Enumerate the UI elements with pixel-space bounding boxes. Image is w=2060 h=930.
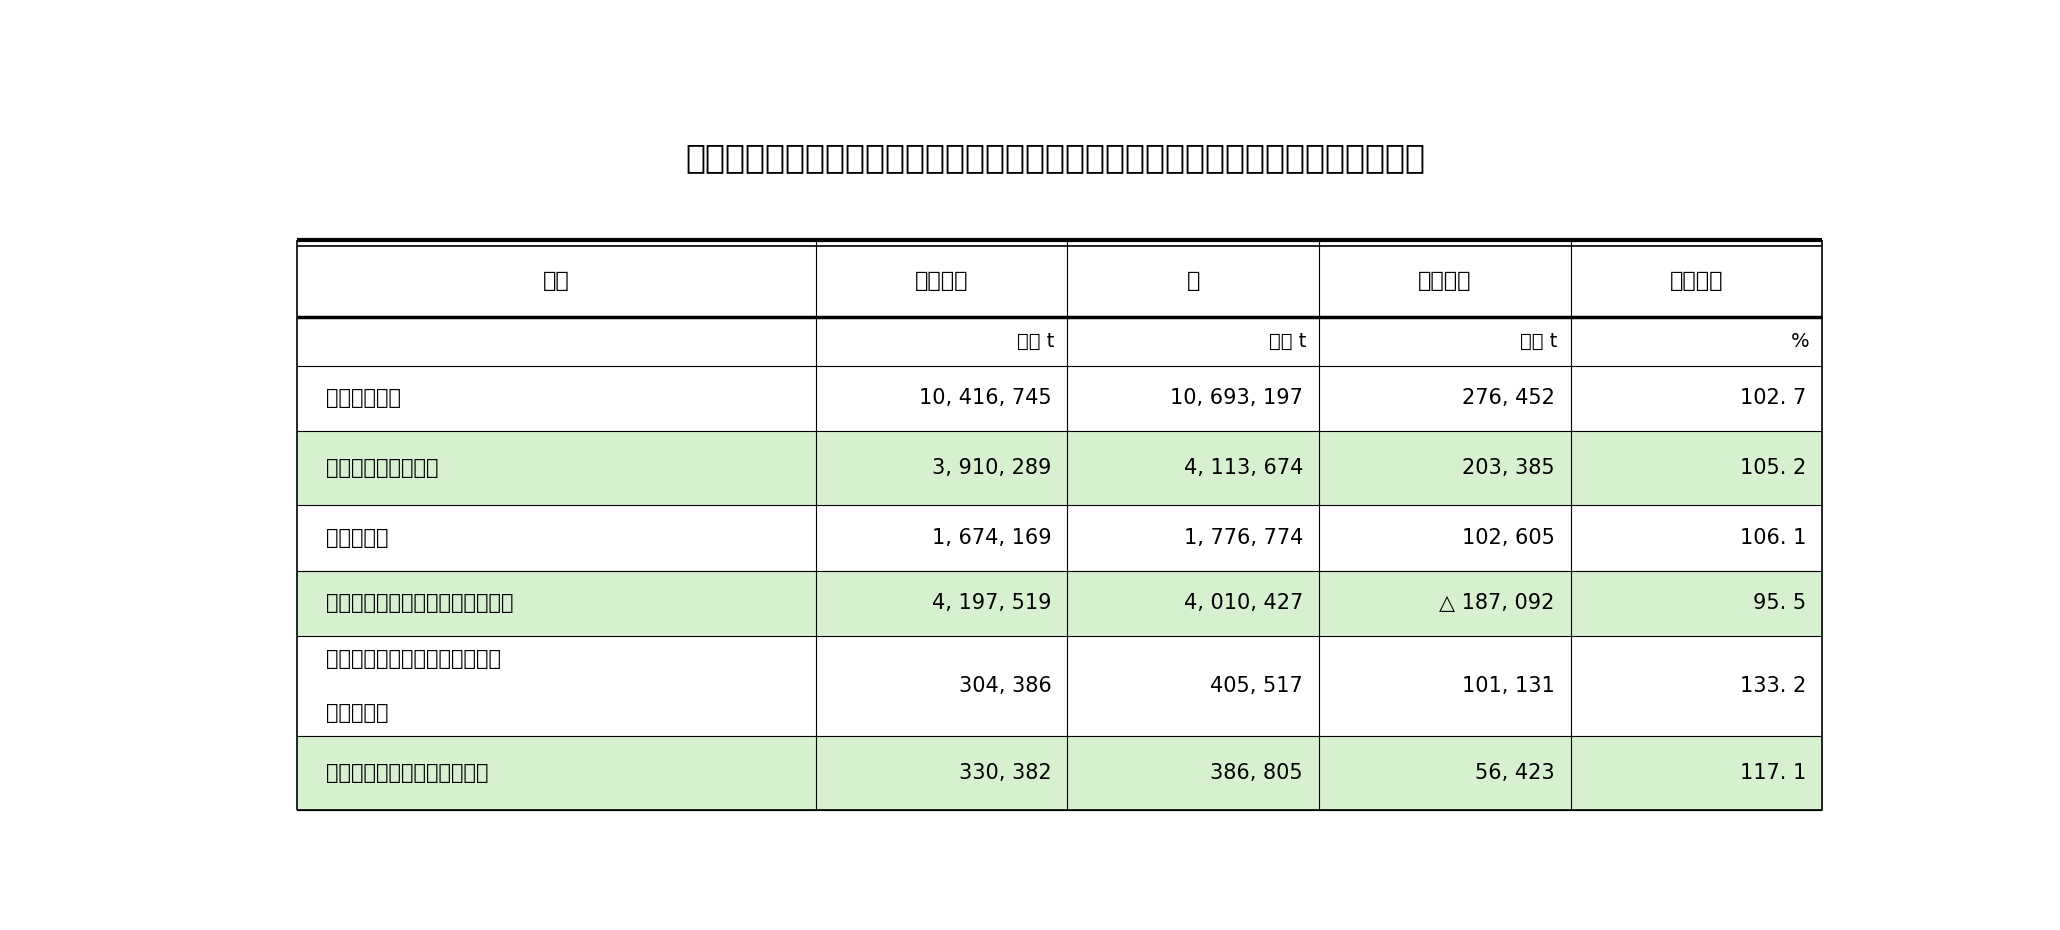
- Text: ３: ３: [1187, 272, 1199, 291]
- Polygon shape: [297, 432, 1821, 505]
- Text: 4, 010, 427: 4, 010, 427: [1184, 593, 1304, 614]
- Text: 4, 113, 674: 4, 113, 674: [1184, 458, 1304, 478]
- Text: 1, 674, 169: 1, 674, 169: [931, 528, 1051, 548]
- Text: 10, 693, 197: 10, 693, 197: [1170, 389, 1304, 408]
- Text: 276, 452: 276, 452: [1463, 389, 1555, 408]
- Text: 102, 605: 102, 605: [1463, 528, 1555, 548]
- Polygon shape: [297, 505, 1821, 571]
- Polygon shape: [297, 246, 1821, 317]
- Text: 令和２年: 令和２年: [915, 272, 968, 291]
- Text: %: %: [1790, 332, 1809, 351]
- Text: 386, 805: 386, 805: [1211, 763, 1304, 783]
- Text: 国内で製造: 国内で製造: [325, 703, 389, 723]
- Text: 対前年比: 対前年比: [1669, 272, 1722, 291]
- Text: 輸入チップ・輸入丸太を用いて: 輸入チップ・輸入丸太を用いて: [325, 649, 501, 669]
- Polygon shape: [297, 317, 1821, 365]
- Polygon shape: [297, 365, 1821, 432]
- Text: 1, 776, 774: 1, 776, 774: [1184, 528, 1304, 548]
- Polygon shape: [297, 571, 1821, 636]
- Text: 203, 385: 203, 385: [1463, 458, 1555, 478]
- Text: 330, 382: 330, 382: [958, 763, 1051, 783]
- Text: 木材チップ計: 木材チップ計: [325, 389, 402, 408]
- Text: 101, 131: 101, 131: [1463, 676, 1555, 696]
- Text: △ 187, 092: △ 187, 092: [1440, 593, 1555, 614]
- Text: 表　木質バイオマスエネルギーとして利用した木材チップの由来別利用量（全国）: 表 木質バイオマスエネルギーとして利用した木材チップの由来別利用量（全国）: [686, 141, 1426, 175]
- Text: 製材等残材: 製材等残材: [325, 528, 389, 548]
- Text: 304, 386: 304, 386: [958, 676, 1051, 696]
- Text: 絶乾 t: 絶乾 t: [1018, 332, 1055, 351]
- Text: 上記以外の木材（剪定枝等）: 上記以外の木材（剪定枝等）: [325, 763, 488, 783]
- Polygon shape: [297, 636, 1821, 736]
- Text: 絶乾 t: 絶乾 t: [1520, 332, 1557, 351]
- Text: 建設資材廃棄物（解体材、廃材）: 建設資材廃棄物（解体材、廃材）: [325, 593, 513, 614]
- Text: 106. 1: 106. 1: [1741, 528, 1807, 548]
- Text: 間伐材・林地残材等: 間伐材・林地残材等: [325, 458, 439, 478]
- Text: 405, 517: 405, 517: [1209, 676, 1304, 696]
- Polygon shape: [297, 736, 1821, 810]
- Text: 95. 5: 95. 5: [1753, 593, 1807, 614]
- Text: 102. 7: 102. 7: [1741, 389, 1807, 408]
- Text: 105. 2: 105. 2: [1741, 458, 1807, 478]
- Text: 対前年差: 対前年差: [1417, 272, 1471, 291]
- Text: 117. 1: 117. 1: [1741, 763, 1807, 783]
- Text: 133. 2: 133. 2: [1741, 676, 1807, 696]
- Text: 3, 910, 289: 3, 910, 289: [931, 458, 1051, 478]
- Text: 区分: 区分: [544, 272, 571, 291]
- Text: 10, 416, 745: 10, 416, 745: [919, 389, 1051, 408]
- Text: 4, 197, 519: 4, 197, 519: [931, 593, 1051, 614]
- Text: 56, 423: 56, 423: [1475, 763, 1555, 783]
- Text: 絶乾 t: 絶乾 t: [1269, 332, 1306, 351]
